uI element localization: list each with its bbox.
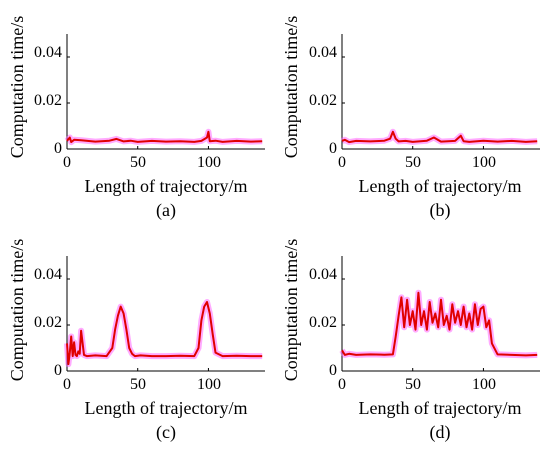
panel-caption: (c) bbox=[156, 422, 176, 443]
xtick-0: 0 bbox=[338, 154, 346, 171]
xtick-50: 50 bbox=[405, 154, 421, 171]
ytick-0.02: 0.02 bbox=[34, 314, 62, 331]
xtick-100: 100 bbox=[197, 154, 221, 171]
y-axis-label: Computation time/s bbox=[281, 16, 301, 159]
x-axis-label: Length of trajectory/m bbox=[359, 398, 522, 418]
ytick-0.02: 0.02 bbox=[34, 92, 62, 109]
panel-caption: (a) bbox=[156, 200, 176, 221]
xtick-100: 100 bbox=[472, 154, 496, 171]
series-line bbox=[341, 130, 538, 144]
ytick-0.04: 0.04 bbox=[34, 266, 62, 283]
xtick-0: 0 bbox=[338, 376, 346, 393]
series-line bbox=[341, 291, 538, 357]
ytick-0.02: 0.02 bbox=[309, 314, 337, 331]
series-line bbox=[66, 301, 263, 366]
xtick-100: 100 bbox=[472, 376, 496, 393]
panel-d: 0.04 0.02 0 0 50 100 Length of trajector… bbox=[281, 239, 540, 443]
plot-area bbox=[64, 34, 265, 150]
ytick-0: 0 bbox=[54, 140, 62, 157]
x-axis-label: Length of trajectory/m bbox=[359, 176, 522, 196]
panel-caption: (d) bbox=[430, 422, 451, 443]
ytick-0.04: 0.04 bbox=[34, 44, 62, 61]
xtick-0: 0 bbox=[63, 376, 71, 393]
ytick-0.04: 0.04 bbox=[309, 44, 337, 61]
y-axis-label: Computation time/s bbox=[281, 239, 301, 382]
ytick-0.02: 0.02 bbox=[309, 92, 337, 109]
xtick-0: 0 bbox=[63, 154, 71, 171]
ytick-0: 0 bbox=[54, 362, 62, 379]
ytick-0: 0 bbox=[329, 140, 337, 157]
ytick-0.04: 0.04 bbox=[309, 266, 337, 283]
panel-a: 0.04 0.02 0 0 50 100 Length of trajector… bbox=[7, 16, 265, 221]
xtick-50: 50 bbox=[130, 376, 146, 393]
plot-area bbox=[339, 256, 540, 372]
xtick-50: 50 bbox=[405, 376, 421, 393]
panel-b: 0.04 0.02 0 0 50 100 Length of trajector… bbox=[281, 16, 540, 221]
panel-c: 0.04 0.02 0 0 50 100 Length of trajector… bbox=[7, 239, 265, 443]
ytick-0: 0 bbox=[329, 362, 337, 379]
y-axis-label: Computation time/s bbox=[7, 239, 27, 382]
xtick-50: 50 bbox=[130, 154, 146, 171]
x-axis-label: Length of trajectory/m bbox=[85, 398, 248, 418]
x-axis-label: Length of trajectory/m bbox=[85, 176, 248, 196]
panel-caption: (b) bbox=[430, 200, 451, 221]
y-axis-label: Computation time/s bbox=[7, 16, 27, 159]
series-band bbox=[339, 289, 538, 359]
plot-area bbox=[64, 256, 265, 372]
plot-area bbox=[340, 34, 540, 150]
series-line bbox=[66, 130, 263, 144]
xtick-100: 100 bbox=[197, 376, 221, 393]
